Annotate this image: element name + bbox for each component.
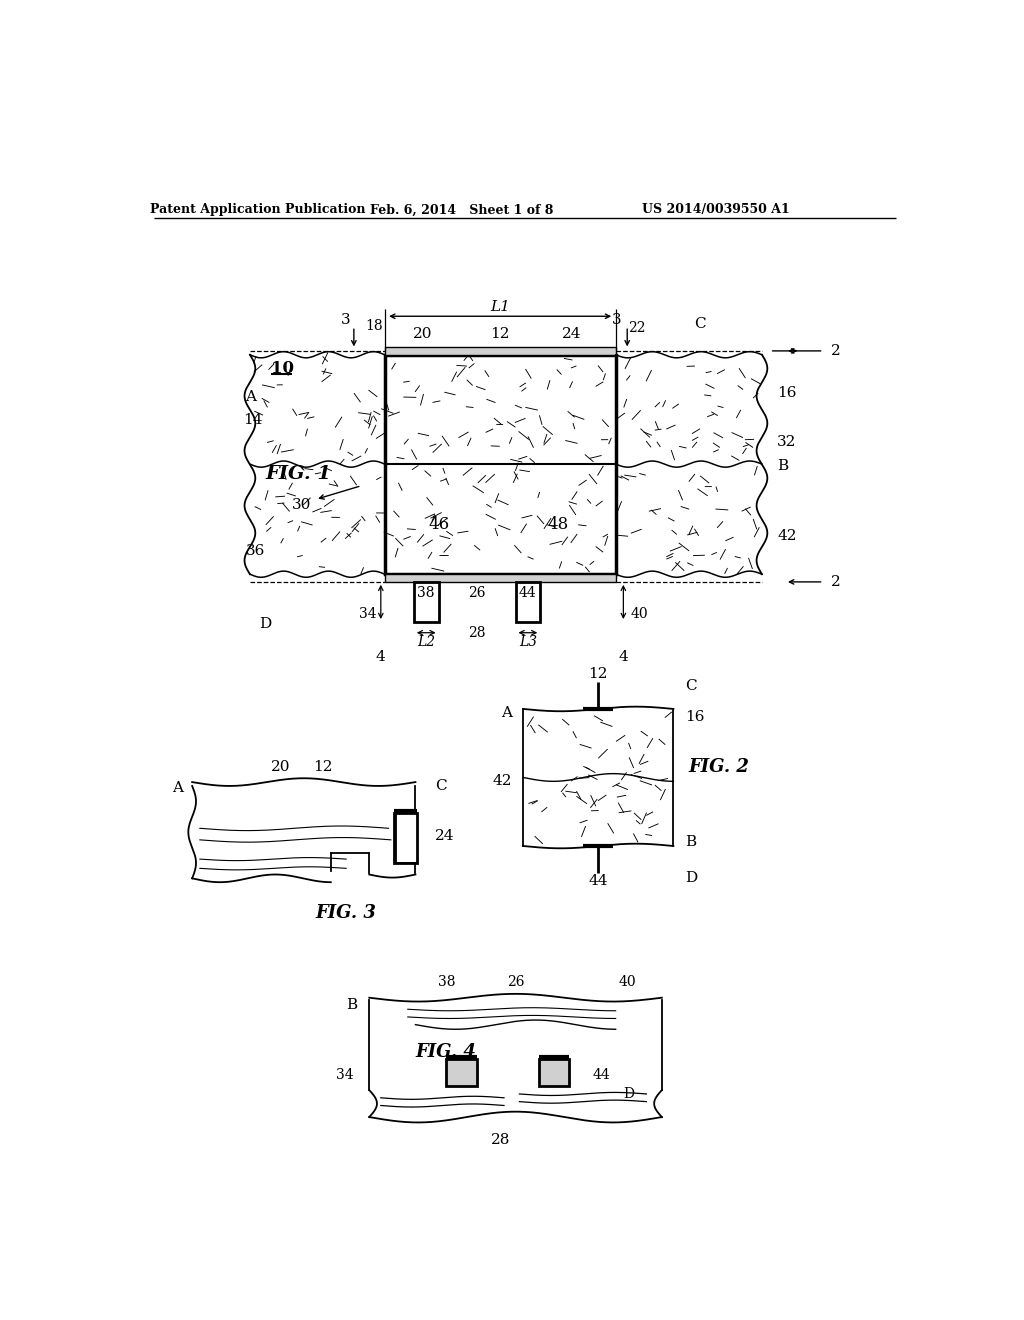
Text: FIG. 4: FIG. 4 <box>416 1043 476 1060</box>
Text: 10: 10 <box>271 360 295 378</box>
Text: 34: 34 <box>359 607 377 622</box>
Text: 12: 12 <box>313 760 333 774</box>
Text: 28: 28 <box>490 1133 510 1147</box>
Text: C: C <box>694 317 707 331</box>
Text: 18: 18 <box>366 319 383 333</box>
Text: B: B <box>685 836 696 849</box>
Text: FIG. 3: FIG. 3 <box>315 904 377 921</box>
Bar <box>394 813 417 863</box>
Text: Feb. 6, 2014   Sheet 1 of 8: Feb. 6, 2014 Sheet 1 of 8 <box>370 203 553 216</box>
Text: 3: 3 <box>340 313 350 327</box>
Text: 16: 16 <box>685 710 705 723</box>
Text: 42: 42 <box>777 529 797 543</box>
Text: 30: 30 <box>292 498 311 512</box>
Text: FIG. 2: FIG. 2 <box>689 758 750 776</box>
Text: 26: 26 <box>507 975 524 989</box>
Text: A: A <box>172 781 183 795</box>
Text: A: A <box>245 391 256 404</box>
Text: 38: 38 <box>418 586 435 601</box>
Bar <box>385 347 615 355</box>
Bar <box>385 574 615 582</box>
Text: 16: 16 <box>777 387 797 400</box>
Text: B: B <box>346 998 357 1012</box>
Bar <box>446 1059 477 1086</box>
Text: D: D <box>624 1086 634 1101</box>
Text: FIG. 1: FIG. 1 <box>265 465 332 483</box>
Text: 24: 24 <box>562 327 582 341</box>
Text: D: D <box>685 871 697 886</box>
Text: L1: L1 <box>490 300 510 314</box>
Text: 42: 42 <box>493 775 512 788</box>
Text: 44: 44 <box>588 874 607 887</box>
Text: 38: 38 <box>437 975 455 989</box>
Bar <box>539 1059 569 1086</box>
Text: 22: 22 <box>629 321 646 335</box>
Text: 12: 12 <box>490 327 510 341</box>
Text: C: C <box>685 678 696 693</box>
Text: 20: 20 <box>271 760 291 774</box>
Text: 12: 12 <box>588 668 607 681</box>
Text: 46: 46 <box>428 516 450 533</box>
Text: 3: 3 <box>612 313 622 327</box>
Text: D: D <box>259 618 271 631</box>
Text: A: A <box>501 706 512 719</box>
Text: 44: 44 <box>593 1068 610 1081</box>
Text: L3: L3 <box>519 635 537 649</box>
Bar <box>385 355 615 574</box>
Text: L2: L2 <box>417 635 435 649</box>
Text: 2: 2 <box>831 345 841 358</box>
Text: 24: 24 <box>435 829 455 843</box>
Text: 40: 40 <box>631 607 648 622</box>
Text: 4: 4 <box>618 649 629 664</box>
Text: 34: 34 <box>336 1068 354 1081</box>
Text: 2: 2 <box>831 576 841 589</box>
Text: 20: 20 <box>414 327 433 341</box>
Bar <box>515 582 541 622</box>
Text: 44: 44 <box>519 586 537 601</box>
Text: 40: 40 <box>618 975 636 989</box>
Text: Patent Application Publication: Patent Application Publication <box>150 203 366 216</box>
Text: 4: 4 <box>376 649 386 664</box>
Text: US 2014/0039550 A1: US 2014/0039550 A1 <box>642 203 790 216</box>
Text: B: B <box>777 459 788 474</box>
Text: 26: 26 <box>468 586 485 601</box>
Text: 48: 48 <box>547 516 568 533</box>
Text: 14: 14 <box>244 413 263 428</box>
Text: 36: 36 <box>246 544 265 558</box>
Bar <box>414 582 438 622</box>
Text: C: C <box>435 779 446 793</box>
Text: 32: 32 <box>777 434 797 449</box>
Text: 28: 28 <box>468 626 485 640</box>
